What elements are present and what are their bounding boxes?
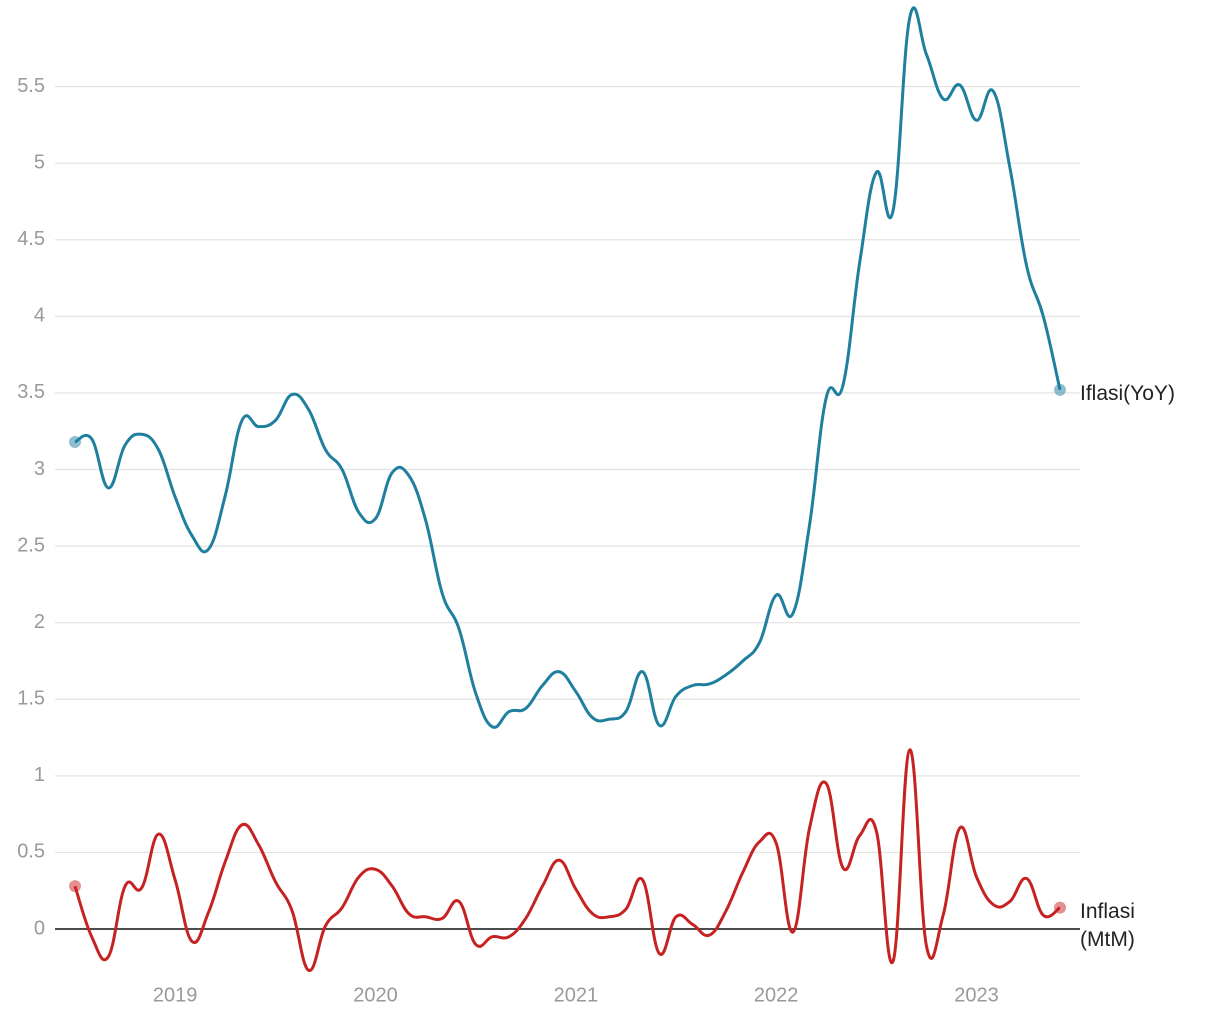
y-tick-label: 1 xyxy=(34,764,45,786)
x-tick-label: 2020 xyxy=(353,984,398,1006)
x-tick-label: 2021 xyxy=(554,984,599,1006)
y-tick-label: 5.5 xyxy=(17,75,45,97)
x-tick-label: 2019 xyxy=(153,984,198,1006)
y-tick-label: 1.5 xyxy=(17,688,45,710)
series-line xyxy=(73,748,1061,972)
y-tick-label: 3.5 xyxy=(17,381,45,403)
y-tick-label: 3 xyxy=(34,458,45,480)
x-tick-label: 2022 xyxy=(754,984,799,1006)
y-tick-label: 0 xyxy=(34,917,45,939)
x-tick-label: 2023 xyxy=(954,984,999,1006)
y-tick-label: 0.5 xyxy=(17,841,45,863)
end-dot xyxy=(1054,383,1066,396)
series-label: Iflasi(YoY) xyxy=(1080,381,1175,405)
series-line xyxy=(74,6,1062,729)
end-dot xyxy=(69,435,81,448)
y-tick-label: 2 xyxy=(34,611,45,633)
y-tick-label: 5 xyxy=(34,151,45,173)
y-tick-label: 4 xyxy=(34,305,45,327)
series-label: Inflasi (MtM) xyxy=(1080,899,1135,951)
end-dot xyxy=(1054,901,1066,914)
y-tick-label: 2.5 xyxy=(17,534,45,556)
end-dot xyxy=(69,880,81,893)
y-tick-label: 4.5 xyxy=(17,228,45,250)
